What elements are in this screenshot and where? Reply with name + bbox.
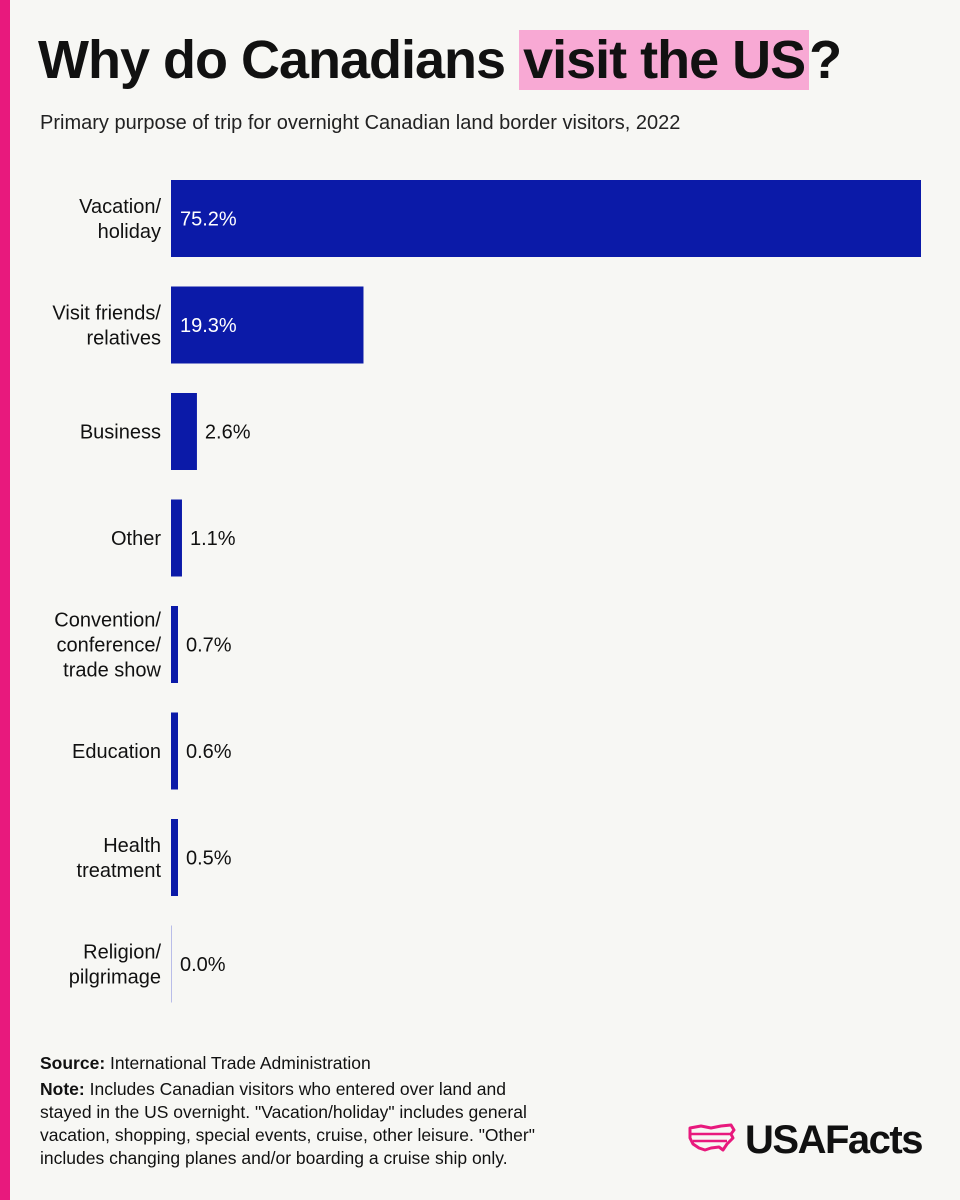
category-label-1: Visit friends/relatives — [52, 303, 161, 350]
category-label-4: Convention/conference/trade show — [54, 610, 161, 682]
source-line: Source: International Trade Administrati… — [40, 1052, 371, 1075]
bar-2 — [171, 393, 197, 470]
bar-7 — [171, 925, 172, 1003]
value-label-2: 2.6% — [205, 422, 251, 444]
source-label: Source: — [40, 1053, 106, 1073]
note-text: Includes Canadian visitors who entered o… — [40, 1079, 535, 1168]
title-highlight: visit the US — [519, 30, 810, 90]
chart-subtitle: Primary purpose of trip for overnight Ca… — [40, 112, 681, 134]
value-label-1: 19.3% — [180, 315, 237, 337]
note-block: Note: Includes Canadian visitors who ent… — [40, 1078, 560, 1170]
bar-5 — [171, 712, 178, 790]
accent-stripe — [0, 0, 10, 1200]
category-label-0: Vacation/holiday — [79, 196, 161, 243]
value-label-0: 75.2% — [180, 209, 237, 231]
title-end: ? — [809, 30, 842, 90]
bar-6 — [171, 819, 178, 896]
bar-chart: Vacation/holiday 75.2% Visit friends/relat… — [52, 180, 921, 1003]
category-label-7: Religion/pilgrimage — [69, 942, 162, 989]
logo-text: USAFacts — [745, 1118, 923, 1162]
title-start: Why do Canadians — [38, 30, 520, 90]
category-label-3: Other — [111, 528, 161, 550]
category-label-5: Education — [72, 741, 161, 763]
value-label-4: 0.7% — [186, 635, 232, 657]
category-label-6: Health treatment — [77, 835, 162, 882]
note-label: Note: — [40, 1079, 85, 1099]
bar-0 — [171, 180, 921, 257]
value-label-7: 0.0% — [180, 954, 226, 976]
source-text: International Trade Administration — [110, 1053, 371, 1073]
bar-4 — [171, 606, 178, 683]
value-label-6: 0.5% — [186, 848, 232, 870]
bar-3 — [171, 499, 182, 577]
usa-map-icon — [687, 1122, 737, 1159]
category-label-2: Business — [80, 422, 161, 444]
value-label-5: 0.6% — [186, 741, 232, 763]
page-title: Why do Canadians visit the US? — [38, 28, 842, 92]
value-label-3: 1.1% — [190, 528, 236, 550]
bar-1 — [171, 286, 364, 364]
usafacts-logo: USAFacts — [687, 1118, 923, 1163]
